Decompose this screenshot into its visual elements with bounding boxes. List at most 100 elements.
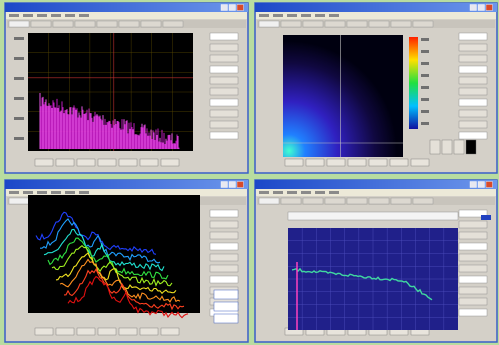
control[interactable] bbox=[209, 131, 239, 140]
window-button[interactable] bbox=[477, 4, 485, 11]
control[interactable] bbox=[458, 109, 488, 118]
tab[interactable] bbox=[368, 197, 390, 205]
control[interactable] bbox=[209, 253, 239, 262]
control[interactable] bbox=[458, 87, 488, 96]
bottom-button[interactable] bbox=[118, 327, 138, 336]
tab[interactable] bbox=[390, 197, 412, 205]
control[interactable] bbox=[458, 43, 488, 52]
menu-item[interactable] bbox=[287, 191, 297, 194]
menu-item[interactable] bbox=[315, 191, 325, 194]
control[interactable] bbox=[458, 54, 488, 63]
control[interactable] bbox=[209, 76, 239, 85]
menu-item[interactable] bbox=[287, 14, 297, 17]
control[interactable] bbox=[458, 209, 488, 218]
control[interactable] bbox=[453, 139, 465, 155]
menu-item[interactable] bbox=[37, 14, 47, 17]
control[interactable] bbox=[213, 301, 239, 312]
tab[interactable] bbox=[412, 197, 434, 205]
control[interactable] bbox=[213, 289, 239, 300]
control[interactable] bbox=[458, 275, 488, 284]
menu-item[interactable] bbox=[9, 14, 19, 17]
bottom-button[interactable] bbox=[34, 327, 54, 336]
control[interactable] bbox=[458, 231, 488, 240]
menu-item[interactable] bbox=[79, 191, 89, 194]
tab[interactable] bbox=[324, 20, 346, 28]
tab[interactable] bbox=[140, 20, 162, 28]
menu-item[interactable] bbox=[65, 14, 75, 17]
control[interactable] bbox=[209, 209, 239, 218]
menu-item[interactable] bbox=[51, 191, 61, 194]
control[interactable] bbox=[213, 313, 239, 324]
bottom-button[interactable] bbox=[76, 158, 96, 167]
tab[interactable] bbox=[346, 197, 368, 205]
control[interactable] bbox=[458, 131, 488, 140]
menu-item[interactable] bbox=[9, 191, 19, 194]
control[interactable] bbox=[209, 220, 239, 229]
tab[interactable] bbox=[162, 20, 184, 28]
tab[interactable] bbox=[52, 20, 74, 28]
control[interactable] bbox=[458, 242, 488, 251]
control[interactable] bbox=[458, 65, 488, 74]
window-button[interactable] bbox=[220, 181, 228, 188]
window-button[interactable] bbox=[469, 4, 477, 11]
window-button[interactable] bbox=[477, 181, 485, 188]
tab[interactable] bbox=[118, 20, 140, 28]
control[interactable] bbox=[209, 109, 239, 118]
control[interactable] bbox=[458, 120, 488, 129]
window-button[interactable] bbox=[485, 4, 493, 11]
control[interactable] bbox=[458, 76, 488, 85]
tab[interactable] bbox=[302, 197, 324, 205]
bottom-button[interactable] bbox=[160, 327, 180, 336]
control[interactable] bbox=[209, 54, 239, 63]
menu-item[interactable] bbox=[23, 191, 33, 194]
tab[interactable] bbox=[30, 20, 52, 28]
window-button[interactable] bbox=[228, 4, 236, 11]
control[interactable] bbox=[209, 120, 239, 129]
control[interactable] bbox=[209, 65, 239, 74]
bottom-button[interactable] bbox=[139, 327, 159, 336]
control[interactable] bbox=[429, 139, 441, 155]
tab[interactable] bbox=[324, 197, 346, 205]
control[interactable] bbox=[441, 139, 453, 155]
bottom-button[interactable] bbox=[139, 158, 159, 167]
tab[interactable] bbox=[390, 20, 412, 28]
bottom-button[interactable] bbox=[55, 327, 75, 336]
control[interactable] bbox=[458, 297, 488, 306]
bottom-button[interactable] bbox=[410, 158, 430, 167]
menu-item[interactable] bbox=[65, 191, 75, 194]
bottom-button[interactable] bbox=[284, 158, 304, 167]
tab[interactable] bbox=[258, 20, 280, 28]
window-button[interactable] bbox=[228, 181, 236, 188]
window-button[interactable] bbox=[220, 4, 228, 11]
tab[interactable] bbox=[8, 197, 30, 205]
window-button[interactable] bbox=[236, 181, 244, 188]
tab[interactable] bbox=[96, 20, 118, 28]
bottom-button[interactable] bbox=[55, 158, 75, 167]
tab[interactable] bbox=[258, 197, 280, 205]
menu-item[interactable] bbox=[23, 14, 33, 17]
window-button[interactable] bbox=[236, 4, 244, 11]
control[interactable] bbox=[458, 264, 488, 273]
menu-item[interactable] bbox=[315, 14, 325, 17]
bottom-button[interactable] bbox=[368, 158, 388, 167]
control[interactable] bbox=[209, 98, 239, 107]
menu-item[interactable] bbox=[301, 14, 311, 17]
tab[interactable] bbox=[302, 20, 324, 28]
menu-item[interactable] bbox=[259, 191, 269, 194]
bottom-button[interactable] bbox=[326, 158, 346, 167]
control[interactable] bbox=[458, 220, 488, 229]
bottom-button[interactable] bbox=[347, 158, 367, 167]
menu-item[interactable] bbox=[273, 191, 283, 194]
control[interactable] bbox=[458, 98, 488, 107]
control[interactable] bbox=[209, 32, 239, 41]
bottom-button[interactable] bbox=[97, 327, 117, 336]
control[interactable] bbox=[458, 253, 488, 262]
tab[interactable] bbox=[412, 20, 434, 28]
control[interactable] bbox=[209, 43, 239, 52]
control[interactable] bbox=[209, 87, 239, 96]
control[interactable] bbox=[458, 32, 488, 41]
tab[interactable] bbox=[8, 20, 30, 28]
control[interactable] bbox=[209, 275, 239, 284]
menu-item[interactable] bbox=[273, 14, 283, 17]
control[interactable] bbox=[209, 242, 239, 251]
